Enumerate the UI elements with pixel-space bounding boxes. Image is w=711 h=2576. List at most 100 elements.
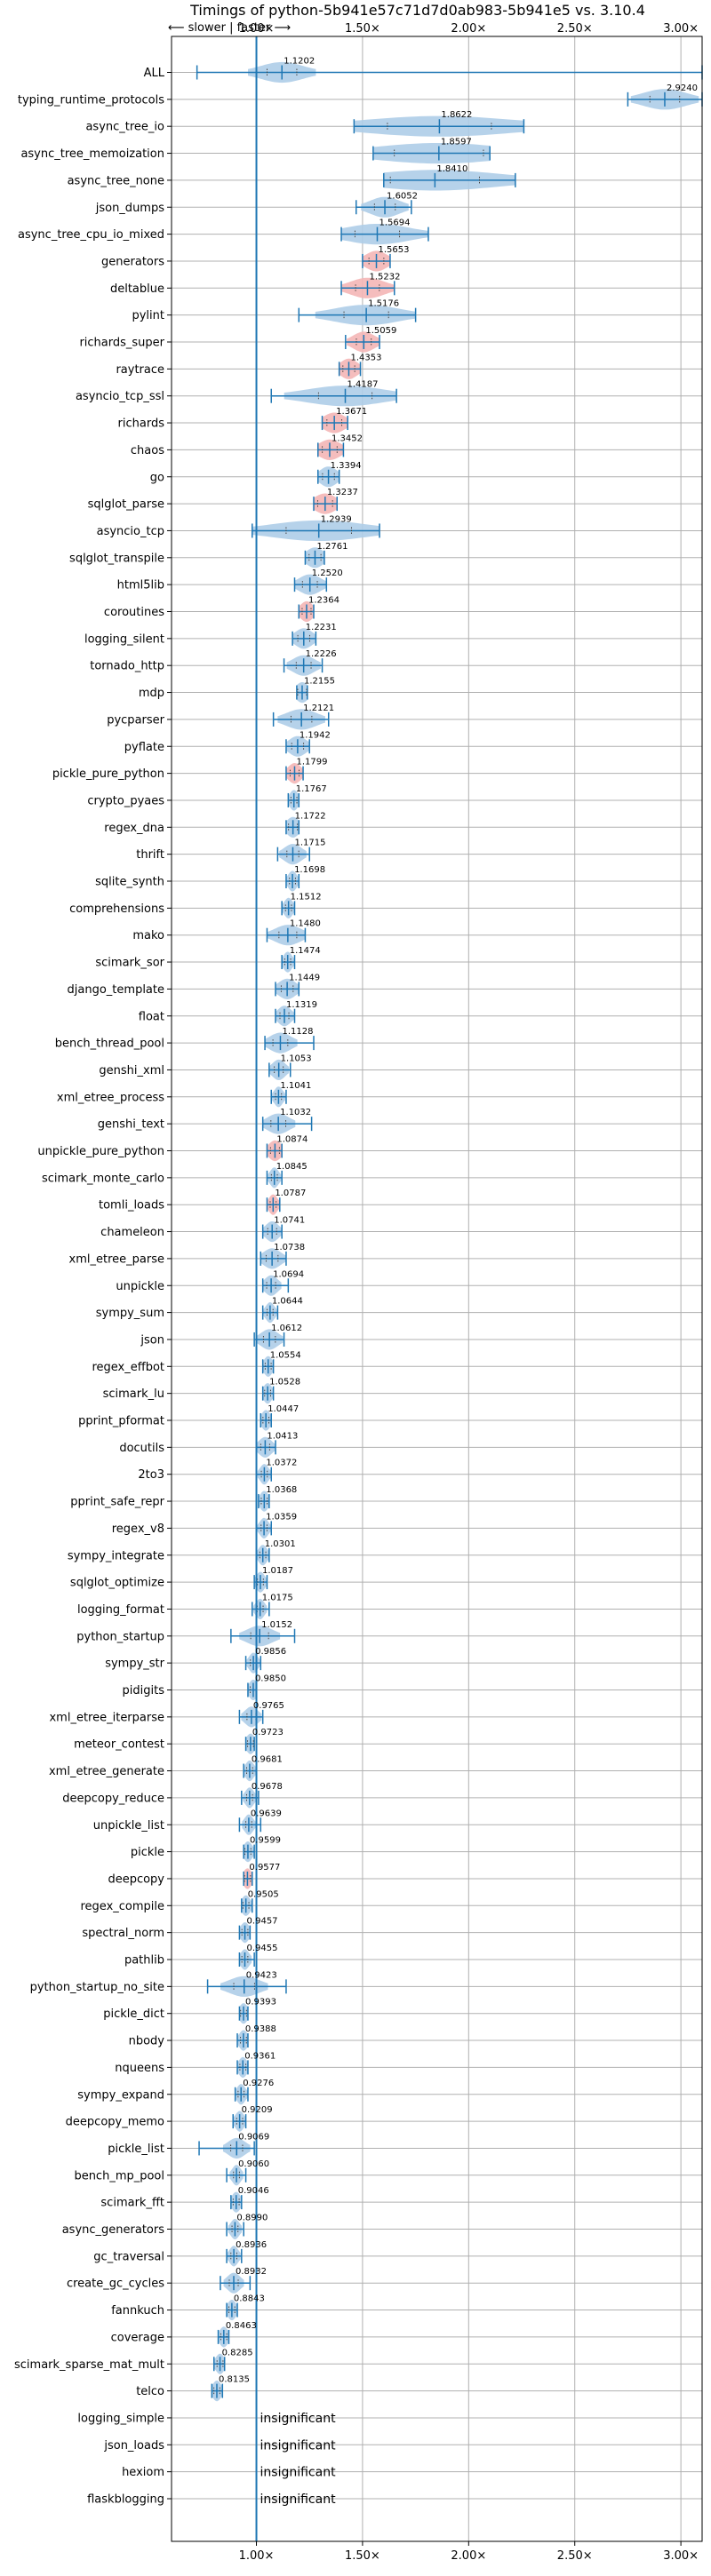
median-value-label: 1.0368: [266, 1485, 297, 1495]
median-value-label: 1.6052: [387, 191, 418, 201]
median-value-label: 0.9276: [243, 2079, 274, 2088]
benchmark-label: genshi_text: [98, 1118, 164, 1132]
median-value-label: 1.0152: [261, 1620, 292, 1630]
benchmark-label: sympy_integrate: [68, 1549, 164, 1562]
median-value-label: 1.4353: [350, 353, 381, 362]
median-value-label: 1.0372: [266, 1459, 297, 1468]
median-value-label: 0.9046: [238, 2186, 269, 2196]
benchmark-label: typing_runtime_protocols: [18, 93, 164, 107]
benchmark-label: pidigits: [123, 1684, 165, 1697]
median-value-label: 1.0447: [268, 1404, 299, 1414]
median-value-label: 1.1715: [294, 839, 325, 848]
benchmark-label: logging_silent: [84, 632, 164, 646]
benchmark-label: generators: [101, 255, 164, 268]
median-value-label: 1.1942: [300, 730, 331, 740]
median-value-label: 0.9850: [255, 1674, 286, 1684]
benchmark-label: regex_effbot: [92, 1361, 164, 1374]
x-tick-label: 1.00×: [239, 2549, 275, 2563]
median-value-label: 1.1128: [282, 1027, 313, 1037]
median-value-label: 0.9457: [247, 1917, 278, 1927]
benchmark-label: json_loads: [103, 2439, 164, 2453]
x-tick-label: 2.50×: [557, 2549, 593, 2563]
x-tick-label: 3.00×: [663, 22, 699, 36]
median-value-label: 0.9423: [246, 1970, 277, 1980]
plot-frame: [171, 36, 703, 2542]
median-value-label: 1.0301: [265, 1539, 296, 1549]
benchmark-label: mdp: [139, 687, 164, 700]
benchmark-label: thrift: [136, 848, 164, 862]
x-tick-label: 2.00×: [451, 2549, 486, 2563]
median-value-label: 1.5059: [365, 326, 396, 336]
benchmark-label: spectral_norm: [82, 1927, 164, 1940]
median-value-label: 1.5694: [379, 219, 410, 228]
median-value-label: 0.9060: [238, 2159, 269, 2169]
median-value-label: 0.8936: [236, 2240, 267, 2250]
benchmark-label: bench_mp_pool: [74, 2169, 164, 2182]
median-value-label: 1.0554: [270, 1350, 301, 1360]
benchmark-label: sqlite_synth: [95, 876, 164, 889]
benchmark-label: pickle_dict: [103, 2008, 164, 2021]
median-value-label: 1.1722: [295, 811, 326, 821]
median-value-label: 1.0741: [274, 1216, 305, 1226]
x-tick-label: 2.50×: [557, 22, 593, 36]
benchmark-label: scimark_sparse_mat_mult: [14, 2358, 164, 2372]
benchmark-label: deltablue: [110, 282, 164, 296]
benchmark-label: 2to3: [138, 1468, 164, 1482]
median-value-label: 1.0187: [262, 1566, 293, 1576]
median-value-label: 1.1480: [290, 919, 321, 929]
benchmark-label: asyncio_tcp: [97, 525, 164, 538]
x-tick-labels-bottom: 1.00× 1.50× 2.00× 2.50× 3.00×: [239, 2549, 699, 2563]
median-value-label: 1.0359: [266, 1512, 297, 1522]
median-value-label: 0.8285: [222, 2348, 253, 2357]
benchmark-label: xml_etree_iterparse: [49, 1711, 164, 1724]
benchmark-label: flaskblogging: [87, 2493, 164, 2507]
median-value-label: 1.0528: [269, 1378, 300, 1387]
benchmark-labels: ALL 1.1202 typing_runtime_protocols 2.9240 a…: [14, 57, 698, 2508]
benchmark-label: tomli_loads: [99, 1199, 164, 1212]
median-value-label: 1.1799: [296, 758, 327, 767]
median-value-label: 1.1053: [281, 1053, 312, 1063]
median-value-label: 1.2939: [321, 514, 352, 524]
benchmark-label: async_tree_cpu_io_mixed: [18, 228, 164, 242]
insignificant-label: insignificant: [260, 2412, 337, 2426]
x-tick-label: 3.00×: [663, 2549, 699, 2563]
median-value-label: 1.2226: [306, 649, 337, 659]
median-value-label: 1.0874: [276, 1135, 308, 1145]
median-value-label: 1.5176: [368, 299, 399, 309]
benchmark-label: pathlib: [124, 1954, 164, 1968]
benchmark-label: logging_format: [77, 1603, 164, 1617]
median-value-label: 1.1474: [290, 946, 321, 956]
benchmark-label: xml_etree_generate: [49, 1765, 164, 1778]
median-value-label: 1.0413: [267, 1431, 298, 1441]
benchmark-label: async_generators: [62, 2223, 165, 2237]
median-value-label: 1.3452: [332, 433, 363, 443]
median-value-label: 0.9639: [251, 1809, 282, 1818]
benchmark-label: xml_etree_process: [57, 1091, 164, 1104]
median-value-label: 0.8843: [234, 2294, 265, 2304]
benchmark-label: unpickle_list: [93, 1819, 164, 1833]
median-value-label: 1.2155: [304, 677, 335, 687]
benchmark-label: hexiom: [122, 2466, 164, 2479]
benchmark-label: crypto_pyaes: [87, 794, 164, 807]
median-value-label: 0.9455: [247, 1944, 278, 1953]
median-value-label: 0.9681: [252, 1755, 283, 1765]
benchmark-label: sqlglot_transpile: [69, 552, 164, 565]
insignificant-label: insignificant: [260, 2438, 337, 2453]
median-value-label: 1.8410: [436, 164, 467, 174]
chart-subtitle: ⟵ slower | faster ⟶: [168, 21, 291, 35]
benchmark-label: regex_compile: [80, 1900, 164, 1913]
median-value-label: 1.2231: [306, 623, 337, 632]
benchmark-label: comprehensions: [69, 902, 164, 916]
benchmark-label: nbody: [129, 2035, 165, 2048]
median-value-label: 1.0612: [271, 1324, 302, 1333]
median-value-label: 2.9240: [667, 83, 698, 93]
median-value-label: 0.9577: [249, 1863, 280, 1872]
median-value-label: 1.0787: [275, 1189, 306, 1198]
median-value-label: 1.0644: [272, 1297, 303, 1307]
x-gridlines: [256, 36, 682, 2546]
benchmark-label: gc_traversal: [93, 2250, 164, 2263]
x-tick-label: 2.00×: [451, 22, 486, 36]
benchmark-label: pickle: [131, 1846, 164, 1859]
benchmark-label: sympy_sum: [96, 1307, 164, 1320]
benchmark-label: unpickle: [116, 1280, 164, 1293]
